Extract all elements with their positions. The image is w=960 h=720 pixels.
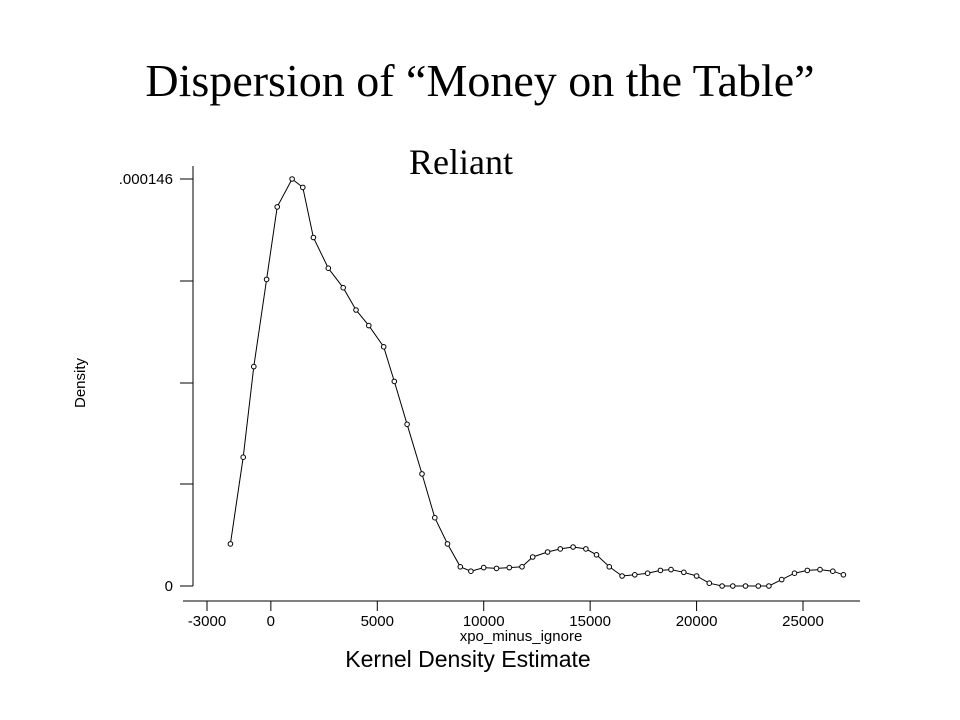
- data-point: [432, 514, 438, 521]
- data-point: [353, 307, 359, 313]
- data-point: [366, 322, 372, 329]
- chart-marks: .000146 0 -3000 0 5000 10000 15000 20000 25000 xp…: [72, 166, 860, 672]
- x-axis-label: xpo_minus_ignore: [460, 628, 583, 645]
- data-point: [693, 573, 700, 579]
- series-line-0: [229, 178, 844, 587]
- data-point: [300, 184, 306, 191]
- data-point: [444, 541, 451, 547]
- data-point: [730, 583, 736, 589]
- data-point: [493, 565, 500, 572]
- data-point: [593, 552, 600, 558]
- data-point: [570, 544, 576, 550]
- slide-title: Dispersion of “Money on the Table”: [145, 55, 815, 106]
- data-point: [632, 572, 638, 578]
- data-point: [830, 568, 836, 575]
- x-tick-label: -3000: [188, 613, 226, 630]
- data-point: [544, 549, 551, 555]
- chart-subtitle: Reliant: [409, 142, 513, 182]
- data-point: [457, 564, 464, 570]
- data-point: [289, 176, 295, 182]
- x-tick-label: 20000: [676, 613, 718, 630]
- data-point: [480, 564, 487, 571]
- data-point: [706, 580, 713, 587]
- data-point: [310, 234, 317, 241]
- data-point: [263, 276, 270, 283]
- data-point: [227, 541, 234, 547]
- data-point: [619, 573, 625, 579]
- data-point: [529, 554, 536, 560]
- data-point: [657, 567, 664, 574]
- data-point: [742, 583, 749, 589]
- data-point: [519, 564, 525, 570]
- y-axis-label: Density: [72, 357, 89, 408]
- data-point: [606, 564, 613, 570]
- data-point: [719, 583, 725, 589]
- data-point: [391, 378, 398, 385]
- data-point: [804, 567, 811, 574]
- data-point: [817, 566, 823, 573]
- data-point: [557, 546, 564, 552]
- chart-caption: Kernel Density Estimate: [345, 646, 590, 672]
- data-point: [340, 284, 347, 291]
- data-point: [840, 572, 847, 578]
- data-point: [644, 570, 651, 577]
- y-tick-label: 0: [165, 578, 173, 595]
- data-point: [778, 576, 785, 583]
- x-tick-label: 15000: [569, 613, 611, 630]
- x-tick-label: 25000: [782, 613, 824, 630]
- data-point: [274, 204, 281, 210]
- data-point: [404, 421, 410, 428]
- data-point: [583, 546, 589, 552]
- data-point: [468, 568, 474, 575]
- data-point: [766, 583, 772, 589]
- data-point: [325, 265, 332, 272]
- data-point: [791, 570, 798, 577]
- data-point: [668, 566, 674, 573]
- data-point: [240, 454, 246, 461]
- data-point: [506, 564, 513, 571]
- data-point: [380, 344, 387, 350]
- y-tick-label: .000146: [119, 171, 173, 188]
- data-point: [681, 569, 687, 576]
- x-tick-label: 10000: [463, 613, 505, 630]
- x-tick-label: 5000: [361, 613, 394, 630]
- data-point: [419, 471, 425, 477]
- x-tick-label: 0: [267, 613, 275, 630]
- data-point: [251, 363, 257, 370]
- data-point: [755, 583, 762, 589]
